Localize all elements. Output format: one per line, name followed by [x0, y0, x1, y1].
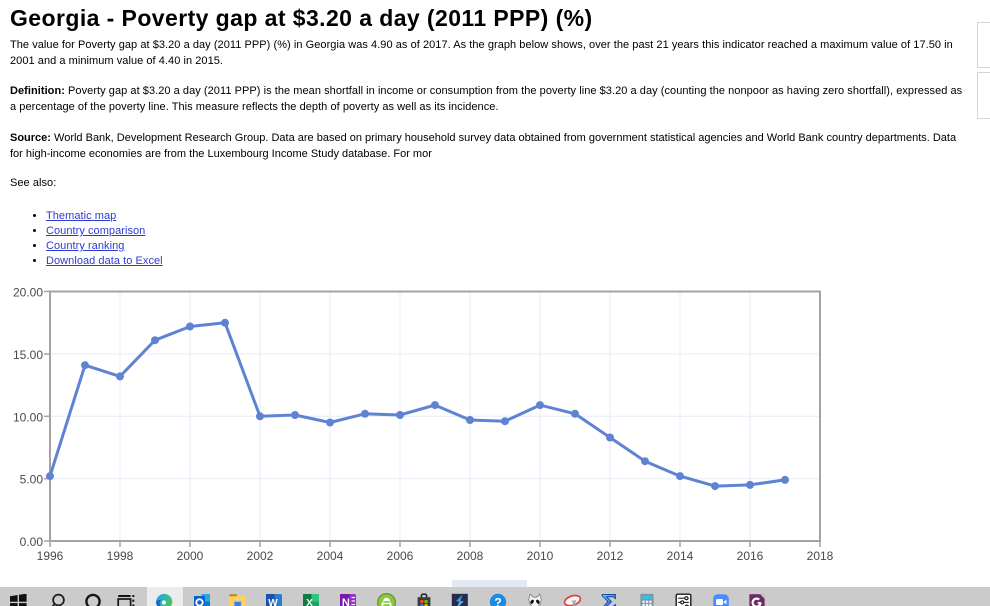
svg-text:X: X	[306, 598, 313, 606]
svg-text:2004: 2004	[317, 549, 344, 563]
svg-text:10.00: 10.00	[13, 410, 43, 424]
svg-text:2016: 2016	[737, 549, 764, 563]
svg-text:20.00: 20.00	[13, 286, 43, 300]
svg-text:2002: 2002	[247, 549, 274, 563]
svg-text:?: ?	[494, 595, 501, 606]
svg-text:5.00: 5.00	[20, 473, 44, 487]
svg-text:N: N	[342, 597, 350, 606]
svg-text:2012: 2012	[597, 549, 624, 563]
svg-text:15.00: 15.00	[13, 348, 43, 362]
svg-text:0.00: 0.00	[20, 535, 44, 549]
svg-text:2014: 2014	[667, 549, 694, 563]
svg-text:2008: 2008	[457, 549, 484, 563]
svg-text:W: W	[268, 598, 278, 606]
svg-text:2010: 2010	[527, 549, 554, 563]
svg-text:2000: 2000	[177, 549, 204, 563]
svg-text:2006: 2006	[387, 549, 414, 563]
svg-text:2018: 2018	[807, 549, 834, 563]
svg-text:1998: 1998	[107, 549, 134, 563]
svg-text:1996: 1996	[37, 549, 64, 563]
